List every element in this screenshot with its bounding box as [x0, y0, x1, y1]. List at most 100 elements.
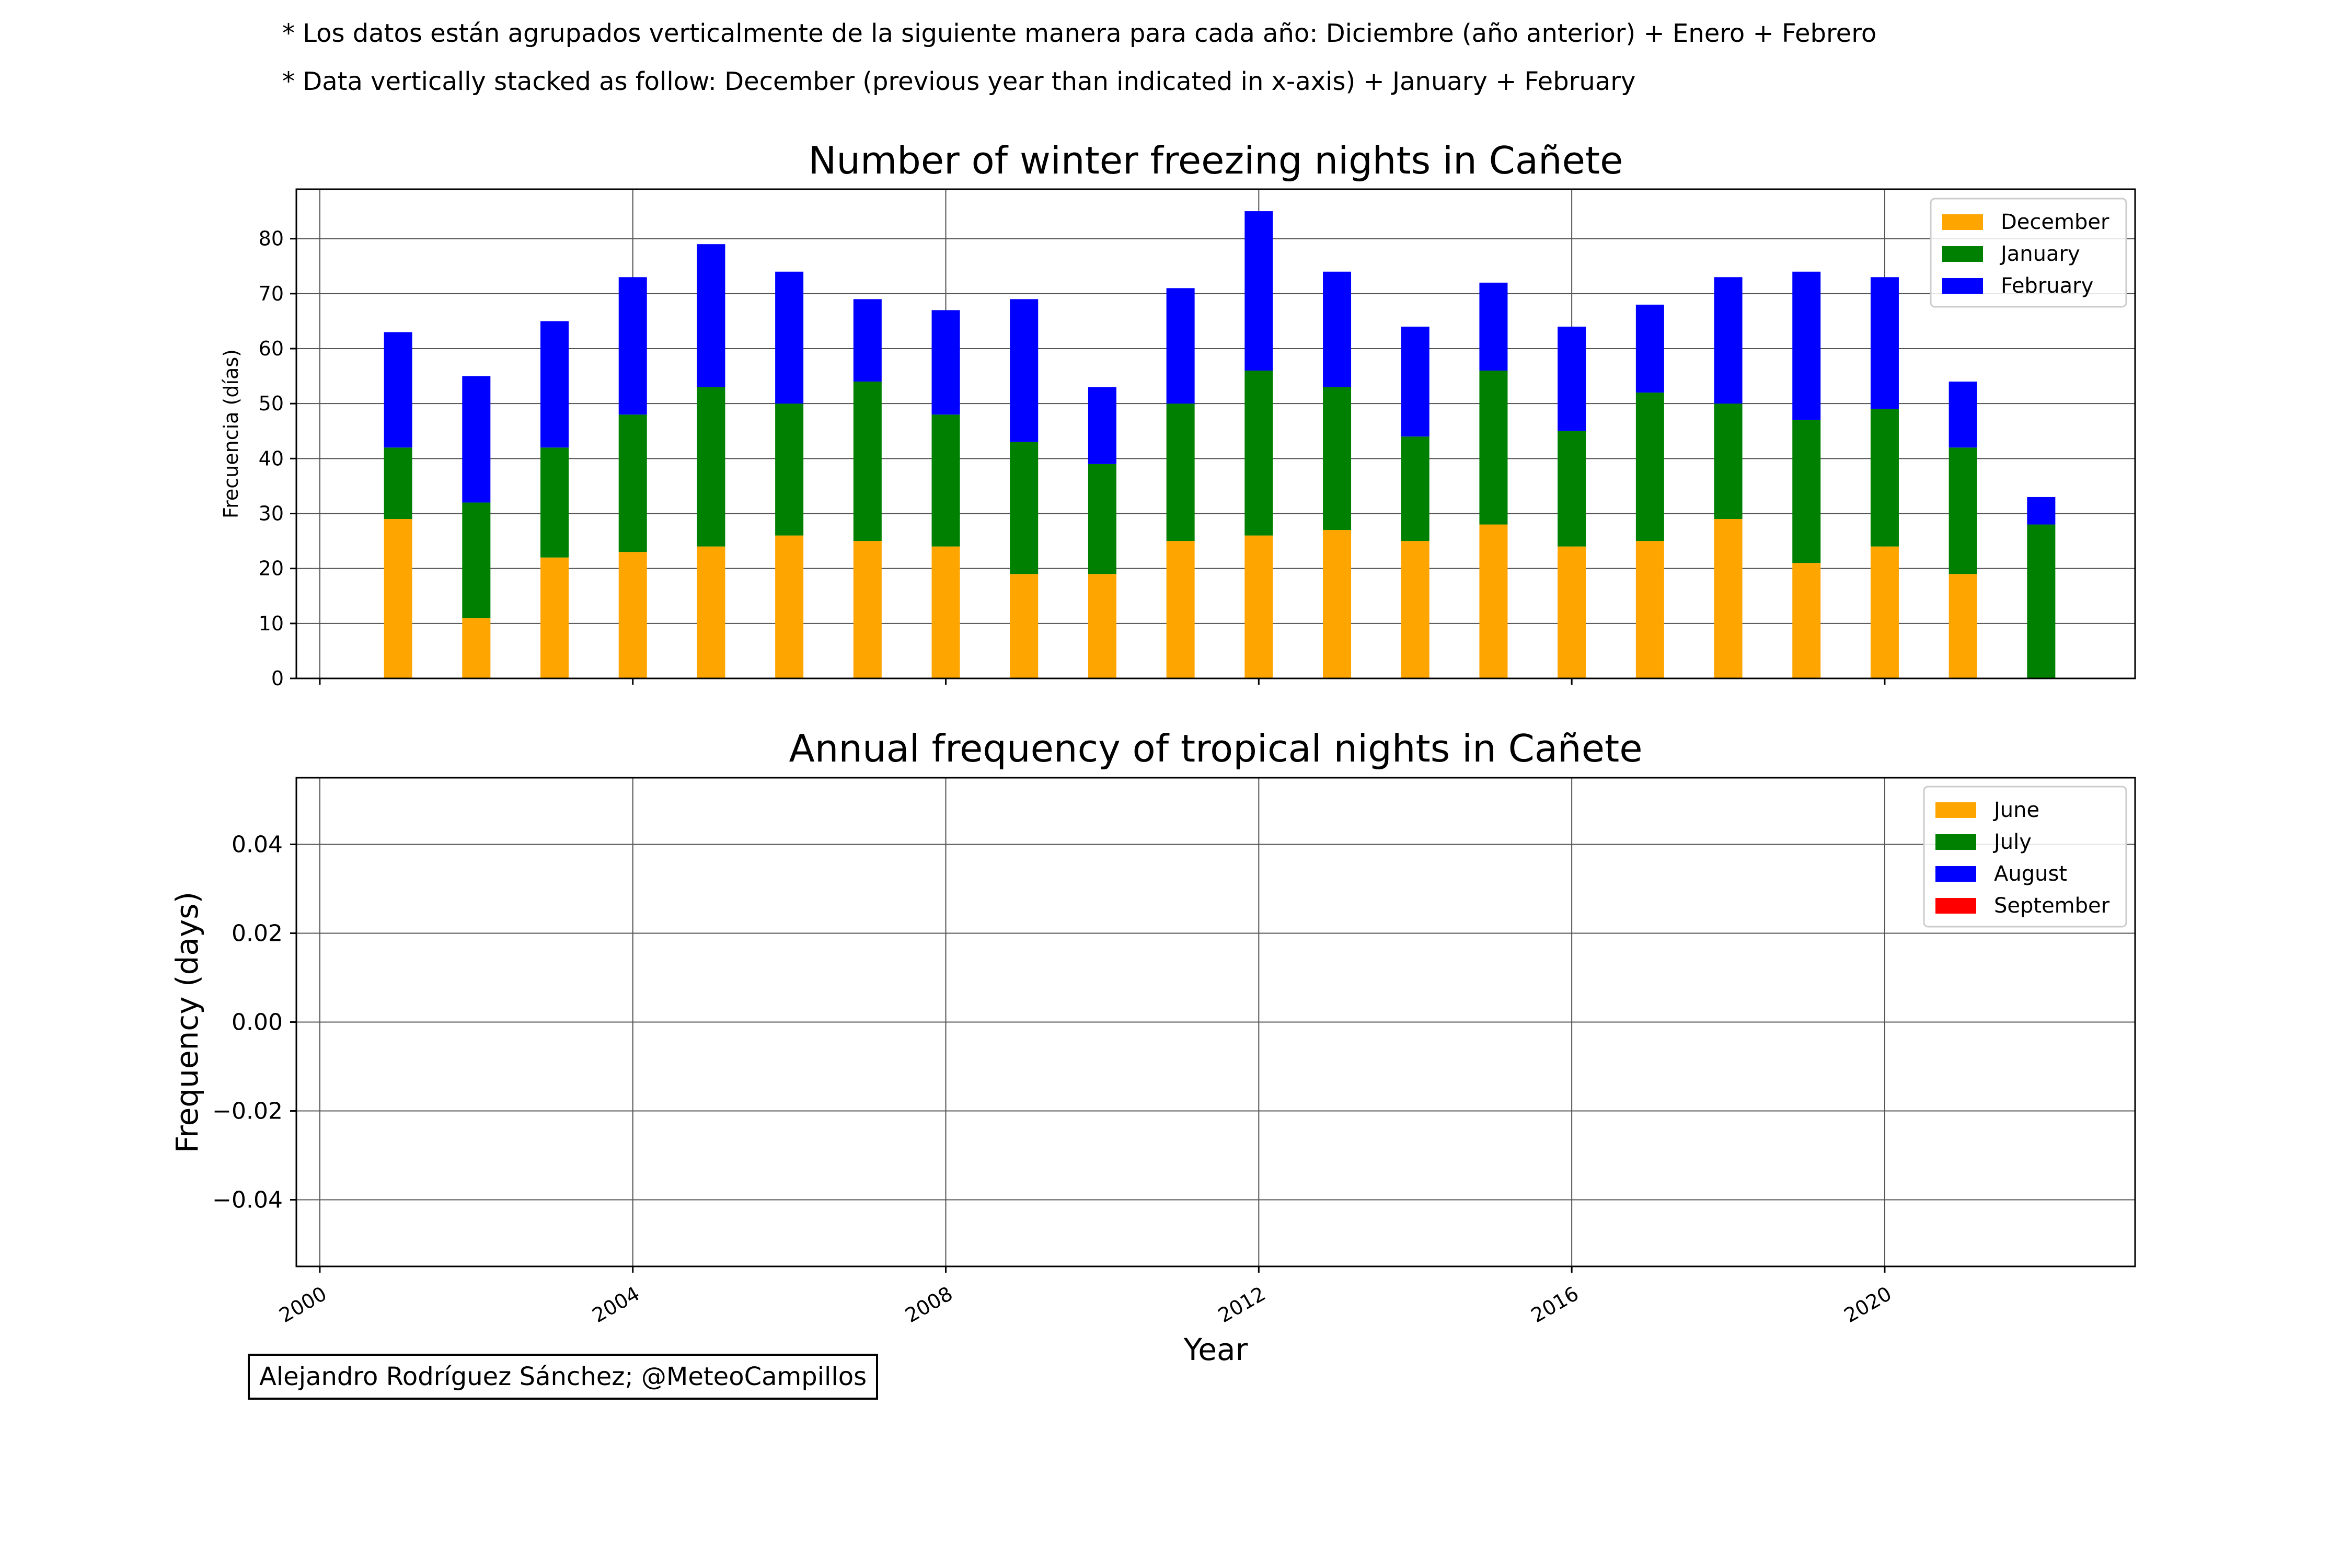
bar-january-2011 [1166, 403, 1195, 541]
tropical-y-ticks: −0.04 −0.02 0.00 0.02 0.04 [212, 832, 296, 1214]
bar-january-2007 [853, 382, 882, 541]
bar-december-2004 [618, 552, 647, 678]
bar-december-2009 [1010, 574, 1039, 678]
bar-january-2002 [462, 502, 491, 618]
bar-february-2003 [540, 321, 569, 448]
bar-january-2017 [1635, 393, 1664, 541]
x-tick-label: 2000 [275, 1282, 331, 1327]
bar-december-2005 [697, 546, 725, 678]
bar-december-2017 [1635, 541, 1664, 678]
tropical-plot-frame [295, 777, 2136, 1267]
y-tick-label: 0.02 [232, 920, 283, 947]
freezing-x-ticks [319, 678, 1886, 685]
bar-december-2002 [462, 618, 491, 678]
y-tick-label: −0.04 [212, 1187, 283, 1214]
legend-swatch-august [1935, 866, 1976, 882]
x-tick-label: 2012 [1214, 1282, 1270, 1327]
bar-february-2019 [1792, 271, 1821, 420]
bar-january-2008 [931, 414, 960, 547]
bar-december-2015 [1479, 524, 1508, 678]
bar-december-2006 [775, 535, 804, 678]
bar-january-2005 [697, 387, 725, 547]
freezing-y-ticks: 0 10 20 30 40 50 60 70 80 [259, 227, 296, 690]
chart-title-freezing: Number of winter freezing nights in Cañe… [809, 139, 1623, 182]
bar-january-2004 [618, 414, 647, 552]
bar-february-2001 [384, 332, 412, 448]
freezing-y-axis-label: Frecuencia (días) [220, 349, 243, 518]
bar-january-2012 [1244, 371, 1273, 536]
legend-label-september: September [1994, 894, 2110, 918]
bar-february-2021 [1949, 382, 1977, 448]
bar-december-2008 [931, 546, 960, 678]
author-credit: Alejandro Rodríguez Sánchez; @MeteoCampi… [248, 1354, 879, 1400]
y-tick-label: 60 [259, 337, 284, 360]
legend-label-august: August [1994, 862, 2067, 886]
legend-label-january: January [1999, 242, 2080, 266]
bar-december-2003 [540, 557, 569, 678]
bar-january-2001 [384, 447, 412, 520]
bar-february-2015 [1479, 282, 1508, 371]
y-tick-label: 0.04 [232, 832, 283, 858]
y-tick-label: 10 [259, 612, 284, 635]
y-tick-label: 30 [259, 502, 284, 525]
y-tick-label: 80 [259, 227, 284, 250]
x-tick-label: 2008 [901, 1282, 956, 1327]
legend-swatch-september [1935, 898, 1976, 914]
bar-january-2018 [1714, 403, 1743, 520]
bar-february-2011 [1166, 288, 1195, 404]
bar-february-2017 [1635, 304, 1664, 393]
y-tick-label: 40 [259, 447, 284, 470]
bar-january-2016 [1558, 431, 1586, 547]
bar-january-2022 [2027, 524, 2056, 678]
x-tick-label: 2016 [1527, 1282, 1583, 1327]
tropical-legend: June July August September [1923, 786, 2127, 928]
freezing-bars [384, 211, 2056, 678]
legend-label-july: July [1992, 830, 2032, 854]
bar-february-2013 [1323, 271, 1352, 387]
bar-january-2014 [1401, 436, 1429, 541]
bar-february-2020 [1870, 277, 1899, 409]
y-tick-label: 20 [259, 557, 284, 580]
y-tick-label: 0.00 [232, 1009, 283, 1036]
bar-december-2001 [384, 519, 412, 678]
bar-february-2018 [1714, 277, 1743, 404]
freezing-nights-chart: Number of winter freezing nights in Cañe… [220, 139, 2136, 690]
bar-january-2006 [775, 403, 804, 536]
x-axis-label: Year [1183, 1332, 1248, 1367]
legend-label-december: December [2001, 210, 2109, 234]
y-tick-label: 50 [259, 392, 284, 415]
bar-december-2012 [1244, 535, 1273, 678]
bar-february-2008 [931, 310, 960, 415]
y-tick-label: 70 [259, 282, 284, 305]
legend-swatch-july [1935, 834, 1976, 850]
legend-swatch-december [1942, 214, 1983, 230]
chart-title-tropical: Annual frequency of tropical nights in C… [789, 727, 1642, 770]
bar-february-2002 [462, 376, 491, 503]
y-tick-label: −0.02 [212, 1098, 283, 1125]
bar-december-2011 [1166, 541, 1195, 678]
bar-december-2019 [1792, 563, 1821, 678]
bar-december-2013 [1323, 530, 1352, 678]
bar-february-2009 [1010, 299, 1039, 442]
bar-january-2013 [1323, 387, 1352, 531]
bar-february-2014 [1401, 326, 1429, 437]
bar-december-2007 [853, 541, 882, 678]
tropical-nights-chart: Annual frequency of tropical nights in C… [169, 727, 2136, 1367]
x-tick-label: 2020 [1840, 1282, 1896, 1327]
bar-december-2021 [1949, 574, 1977, 678]
bar-january-2015 [1479, 371, 1508, 525]
bar-january-2009 [1010, 442, 1039, 574]
note-english: * Data vertically stacked as follow: Dec… [282, 67, 1636, 96]
bar-december-2018 [1714, 519, 1743, 678]
legend-swatch-january [1942, 246, 1983, 262]
bar-february-2005 [697, 244, 725, 387]
x-tick-label: 2004 [588, 1282, 643, 1327]
bar-february-2012 [1244, 211, 1273, 371]
legend-swatch-february [1942, 278, 1983, 294]
tropical-x-ticks: 2000 2004 2008 2012 2016 2020 [275, 1266, 1896, 1327]
bar-december-2010 [1088, 574, 1116, 678]
freezing-legend: December January February [1930, 198, 2127, 308]
tropical-gridlines [296, 778, 2135, 1266]
bar-february-2022 [2027, 497, 2056, 525]
